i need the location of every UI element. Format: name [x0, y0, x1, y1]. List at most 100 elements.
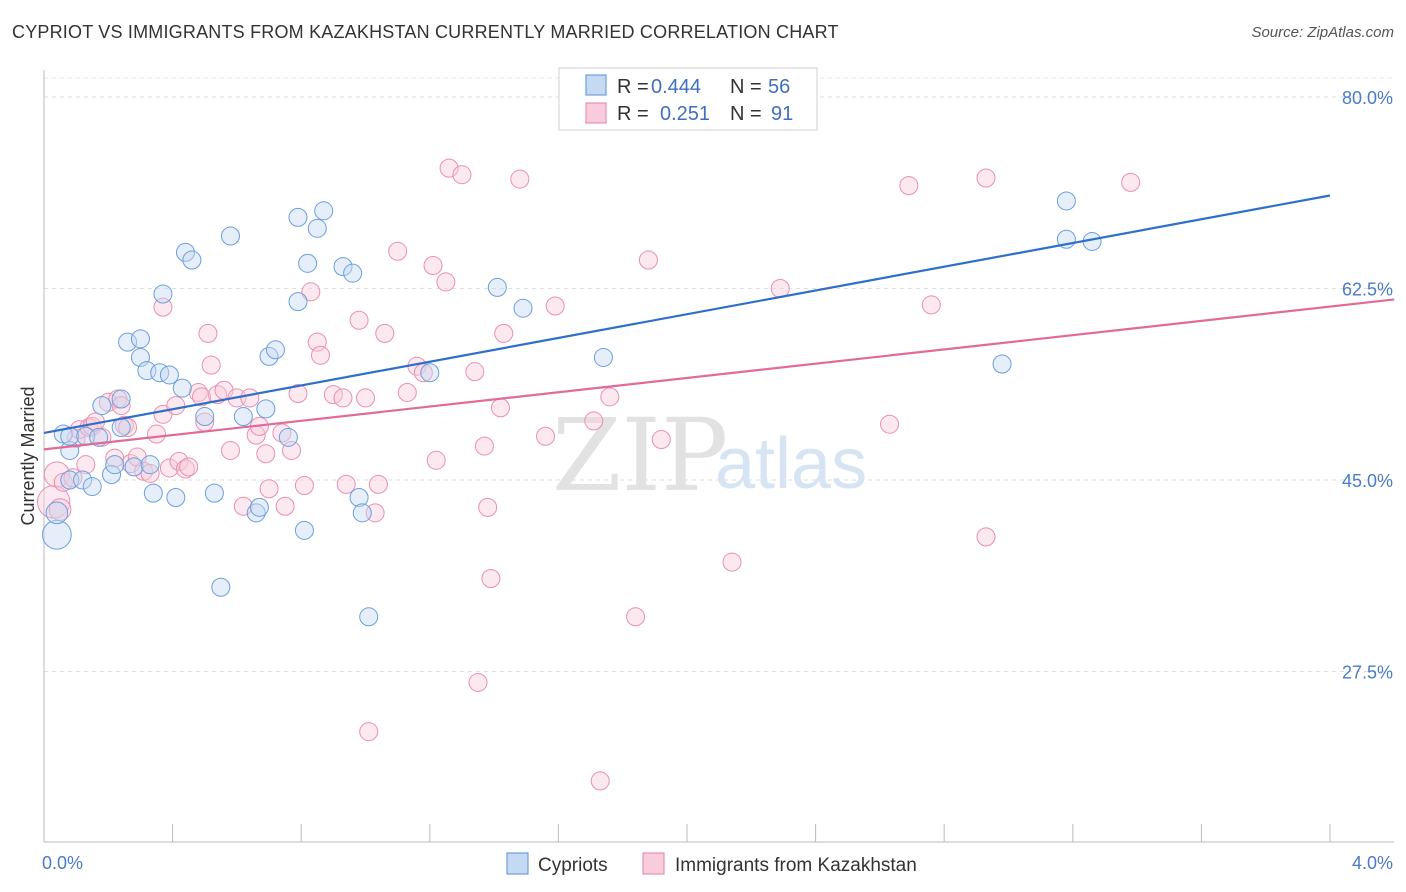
legend-n-value-kazakhstan: 91	[771, 103, 793, 125]
point-kazakhstan-62	[397, 382, 417, 402]
data-points	[36, 158, 1141, 791]
point-cypriots-20	[140, 455, 160, 475]
point-kazakhstan-91	[921, 295, 941, 315]
point-kazakhstan-26	[166, 396, 186, 416]
watermark-zip: ZIP	[552, 397, 728, 514]
point-kazakhstan-92	[976, 168, 996, 188]
point-kazakhstan-33	[198, 323, 218, 343]
x-tick-label-0: 0.0%	[42, 853, 83, 873]
y-tick-label-0: 27.5%	[1342, 663, 1393, 683]
point-cypriots-45	[314, 201, 334, 221]
point-cypriots-14	[111, 389, 131, 409]
bottom-legend-swatch-cypriots	[506, 852, 529, 875]
point-cypriots-7	[82, 477, 102, 497]
point-kazakhstan-49	[294, 475, 314, 495]
trend-line-cypriots	[43, 194, 1331, 435]
point-kazakhstan-7	[76, 455, 96, 475]
point-cypriots-39	[278, 427, 298, 447]
point-cypriots-30	[204, 483, 224, 503]
point-kazakhstan-86	[590, 771, 610, 791]
point-cypriots-49	[352, 503, 372, 523]
point-kazakhstan-65	[423, 256, 443, 276]
point-kazakhstan-27	[169, 451, 189, 471]
point-kazakhstan-71	[474, 436, 494, 456]
point-cypriots-1	[45, 501, 69, 525]
point-kazakhstan-70	[465, 362, 485, 382]
point-kazakhstan-66	[426, 450, 446, 470]
point-cypriots-41	[288, 207, 308, 227]
point-cypriots-31	[211, 577, 231, 597]
point-kazakhstan-44	[259, 479, 279, 499]
point-cypriots-46	[333, 257, 353, 277]
point-cypriots-56	[1056, 191, 1076, 211]
point-cypriots-52	[487, 277, 507, 297]
point-kazakhstan-84	[468, 672, 488, 692]
point-kazakhstan-1	[43, 461, 70, 488]
legend-n-value-cypriots: 56	[768, 76, 790, 98]
legend-r-value-cypriots: 0.444	[651, 76, 701, 98]
x-tick-label-1: 4.0%	[1352, 853, 1393, 873]
point-cypriots-0	[41, 519, 72, 550]
point-cypriots-40	[288, 292, 308, 312]
trend-lines	[43, 194, 1395, 451]
point-cypriots-9	[92, 396, 112, 416]
point-cypriots-32	[220, 226, 240, 246]
point-kazakhstan-24	[153, 297, 173, 317]
point-kazakhstan-76	[536, 426, 556, 446]
point-kazakhstan-31	[192, 387, 212, 407]
point-cypriots-33	[233, 407, 253, 427]
point-kazakhstan-29	[179, 457, 199, 477]
bottom-legend-kazakhstan: Immigrants from Kazakhstan	[675, 855, 917, 876]
point-kazakhstan-48	[288, 384, 308, 404]
point-cypriots-48	[349, 488, 369, 508]
point-cypriots-17	[130, 329, 150, 349]
point-cypriots-15	[118, 332, 138, 352]
point-kazakhstan-50	[301, 282, 321, 302]
legend-r-label-cypriots: R =	[617, 76, 649, 98]
trend-line-kazakhstan	[43, 298, 1395, 451]
point-kazakhstan-73	[491, 398, 511, 418]
point-kazakhstan-56	[349, 310, 369, 330]
point-kazakhstan-85	[359, 722, 379, 742]
point-kazakhstan-59	[368, 474, 388, 494]
point-kazakhstan-69	[452, 165, 472, 185]
y-tick-label-1: 45.0%	[1342, 471, 1393, 491]
point-kazakhstan-34	[201, 355, 221, 375]
legend-swatch-cypriots	[585, 74, 607, 96]
point-kazakhstan-77	[545, 296, 565, 316]
y-tick-label-3: 80.0%	[1342, 88, 1393, 108]
point-kazakhstan-90	[899, 176, 919, 196]
point-kazakhstan-16	[114, 415, 134, 435]
point-kazakhstan-89	[880, 414, 900, 434]
point-kazakhstan-43	[256, 444, 276, 464]
point-kazakhstan-57	[356, 388, 375, 408]
y-tick-labels: 27.5% 45.0% 62.5% 80.0%	[1342, 88, 1393, 683]
legend-r-value-kazakhstan: 0.251	[660, 103, 710, 125]
point-cypriots-13	[111, 417, 131, 437]
point-cypriots-6	[73, 470, 93, 490]
point-cypriots-29	[195, 407, 215, 427]
point-cypriots-26	[172, 378, 192, 398]
series-legend: Cypriots Immigrants from Kazakhstan	[506, 852, 917, 876]
point-kazakhstan-87	[722, 552, 742, 572]
point-kazakhstan-94	[1121, 172, 1141, 192]
legend-n-label-kazakhstan: N =	[730, 103, 762, 125]
point-cypriots-47	[343, 263, 363, 283]
point-cypriots-27	[175, 242, 195, 262]
point-cypriots-55	[992, 354, 1012, 374]
watermark-atlas: atlas	[715, 424, 867, 504]
source-credit: Source: ZipAtlas.com	[1251, 24, 1394, 41]
point-cypriots-44	[307, 218, 327, 238]
point-cypriots-34	[246, 503, 266, 523]
point-kazakhstan-55	[336, 474, 356, 494]
point-cypriots-54	[593, 347, 613, 367]
x-tick-labels: 0.0% 4.0%	[42, 853, 1393, 873]
y-axis-label: Currently Married	[18, 386, 38, 525]
point-kazakhstan-40	[240, 388, 260, 408]
point-kazakhstan-37	[220, 440, 240, 460]
point-kazakhstan-54	[333, 388, 353, 408]
point-kazakhstan-72	[478, 497, 498, 517]
legend-swatch-kazakhstan	[585, 102, 607, 124]
point-cypriots-28	[182, 250, 202, 270]
